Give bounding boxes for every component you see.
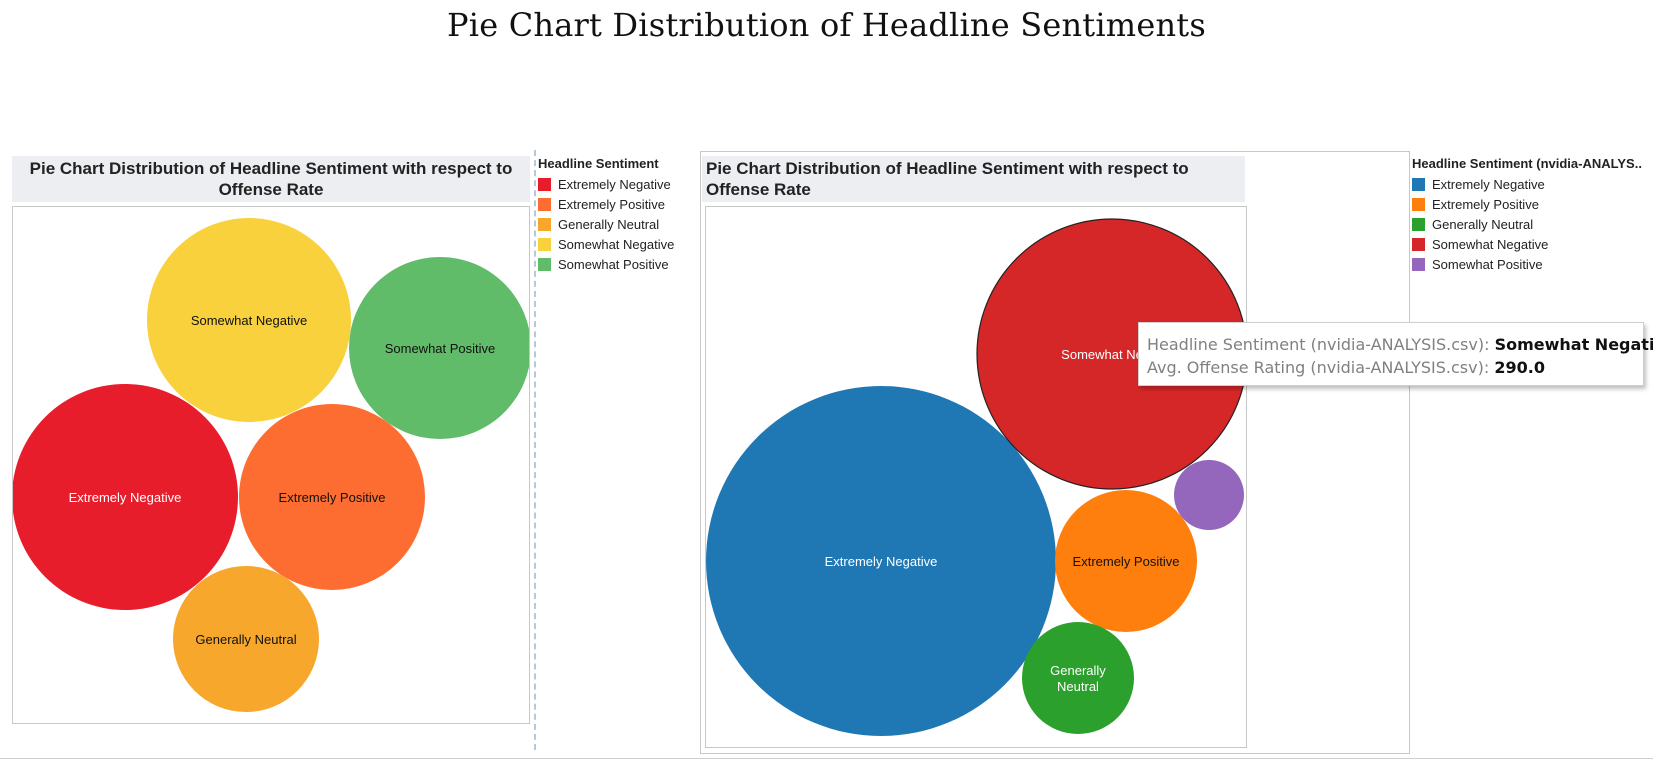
left-bubble-extremely-positive[interactable] xyxy=(239,404,425,590)
left-legend-swatch xyxy=(538,177,551,191)
left-bubble-label: Somewhat Negative xyxy=(191,313,307,328)
left-legend-item[interactable]: Somewhat Positive xyxy=(538,254,688,274)
tooltip-rating-label: Avg. Offense Rating (nvidia-ANALYSIS.csv… xyxy=(1147,358,1490,377)
left-legend-item[interactable]: Generally Neutral xyxy=(538,214,688,234)
right-chart-title: Pie Chart Distribution of Headline Senti… xyxy=(702,156,1245,202)
right-legend-swatch xyxy=(1412,217,1425,231)
right-bubble-label: Extremely Positive xyxy=(1073,554,1180,569)
right-legend-swatch xyxy=(1412,177,1425,191)
bottom-rule xyxy=(0,758,1653,759)
left-bubble-label: Somewhat Positive xyxy=(385,341,496,356)
left-bubble-somewhat-positive[interactable] xyxy=(349,257,531,439)
tooltip-row-rating: Avg. Offense Rating (nvidia-ANALYSIS.csv… xyxy=(1147,356,1643,379)
left-legend-label: Generally Neutral xyxy=(558,216,660,232)
right-legend-label: Extremely Negative xyxy=(1432,176,1545,192)
left-legend-label: Somewhat Negative xyxy=(558,236,675,252)
right-bubble-extremely-negative[interactable] xyxy=(706,386,1056,736)
right-bubble-somewhat-positive[interactable] xyxy=(1174,460,1244,530)
right-bubble-generally-neutral[interactable] xyxy=(1022,622,1134,734)
right-legend-label: Extremely Positive xyxy=(1432,196,1539,212)
right-legend-swatch xyxy=(1412,257,1425,271)
right-legend-items: Extremely Negative Extremely Positive Gene… xyxy=(1412,174,1648,274)
left-legend-swatch xyxy=(538,257,551,271)
right-legend-swatch xyxy=(1412,197,1425,211)
left-plot-area xyxy=(12,206,530,724)
right-legend-label: Somewhat Positive xyxy=(1432,256,1543,272)
right-legend-item[interactable]: Extremely Negative xyxy=(1412,174,1648,194)
right-plot-area xyxy=(705,206,1247,748)
tooltip-row-sentiment: Headline Sentiment (nvidia-ANALYSIS.csv)… xyxy=(1147,333,1653,356)
tooltip-sentiment-value: Somewhat Negative xyxy=(1494,335,1653,354)
right-bubble-extremely-positive[interactable] xyxy=(1055,490,1197,632)
right-legend-item[interactable]: Extremely Positive xyxy=(1412,194,1648,214)
right-legend-label: Somewhat Negative xyxy=(1432,236,1549,252)
left-bubble-label: Generally Neutral xyxy=(195,632,296,647)
right-legend-swatch xyxy=(1412,237,1425,251)
left-legend-item[interactable]: Extremely Negative xyxy=(538,174,688,194)
right-bubble-label: Extremely Negative xyxy=(825,554,938,569)
left-legend-item[interactable]: Extremely Positive xyxy=(538,194,688,214)
left-legend-swatch xyxy=(538,237,551,251)
right-bubble-somewhat-negative[interactable] xyxy=(976,218,1247,490)
left-bubble-extremely-negative[interactable] xyxy=(12,384,238,610)
right-legend-item[interactable]: Generally Neutral xyxy=(1412,214,1648,234)
left-legend-swatch xyxy=(538,197,551,211)
tooltip-sentiment-label: Headline Sentiment (nvidia-ANALYSIS.csv)… xyxy=(1147,335,1490,354)
right-legend-item[interactable]: Somewhat Negative xyxy=(1412,234,1648,254)
left-legend-item[interactable]: Somewhat Negative xyxy=(538,234,688,254)
left-bubble-somewhat-negative[interactable] xyxy=(147,218,351,422)
left-bubble-group: Extremely Negative Extremely Positive Gene… xyxy=(12,218,531,712)
left-bubble-generally-neutral[interactable] xyxy=(173,566,319,712)
right-bubble-label: Generally Neutral xyxy=(1050,663,1106,694)
right-bubble-label: Somewhat Ne xyxy=(1061,347,1143,362)
tooltip-rating-value: 290.0 xyxy=(1494,358,1545,377)
left-legend-label: Extremely Positive xyxy=(558,196,665,212)
left-legend-label: Somewhat Positive xyxy=(558,256,669,272)
right-legend-item[interactable]: Somewhat Positive xyxy=(1412,254,1648,274)
left-bubble-label: Extremely Positive xyxy=(279,490,386,505)
right-legend-label: Generally Neutral xyxy=(1432,216,1534,232)
tooltip: Headline Sentiment (nvidia-ANALYSIS.csv)… xyxy=(1138,322,1653,386)
left-chart-title: Pie Chart Distribution of Headline Senti… xyxy=(12,156,530,202)
right-legend: Headline Sentiment (nvidia-ANALYS.. Extr… xyxy=(1412,156,1648,274)
left-legend-label: Extremely Negative xyxy=(558,176,671,192)
right-sheet-frame xyxy=(700,151,1410,754)
left-legend-items: Extremely Negative Extremely Positive Gene… xyxy=(538,174,688,274)
page-title: Pie Chart Distribution of Headline Senti… xyxy=(447,6,1206,44)
left-legend: Headline Sentiment Extremely Negative Ext… xyxy=(538,156,688,274)
sheet-divider xyxy=(534,150,536,750)
left-bubble-label: Extremely Negative xyxy=(69,490,182,505)
left-legend-swatch xyxy=(538,217,551,231)
right-bubble-group: Extremely Negative Extremely Positive Gene… xyxy=(706,218,1247,736)
